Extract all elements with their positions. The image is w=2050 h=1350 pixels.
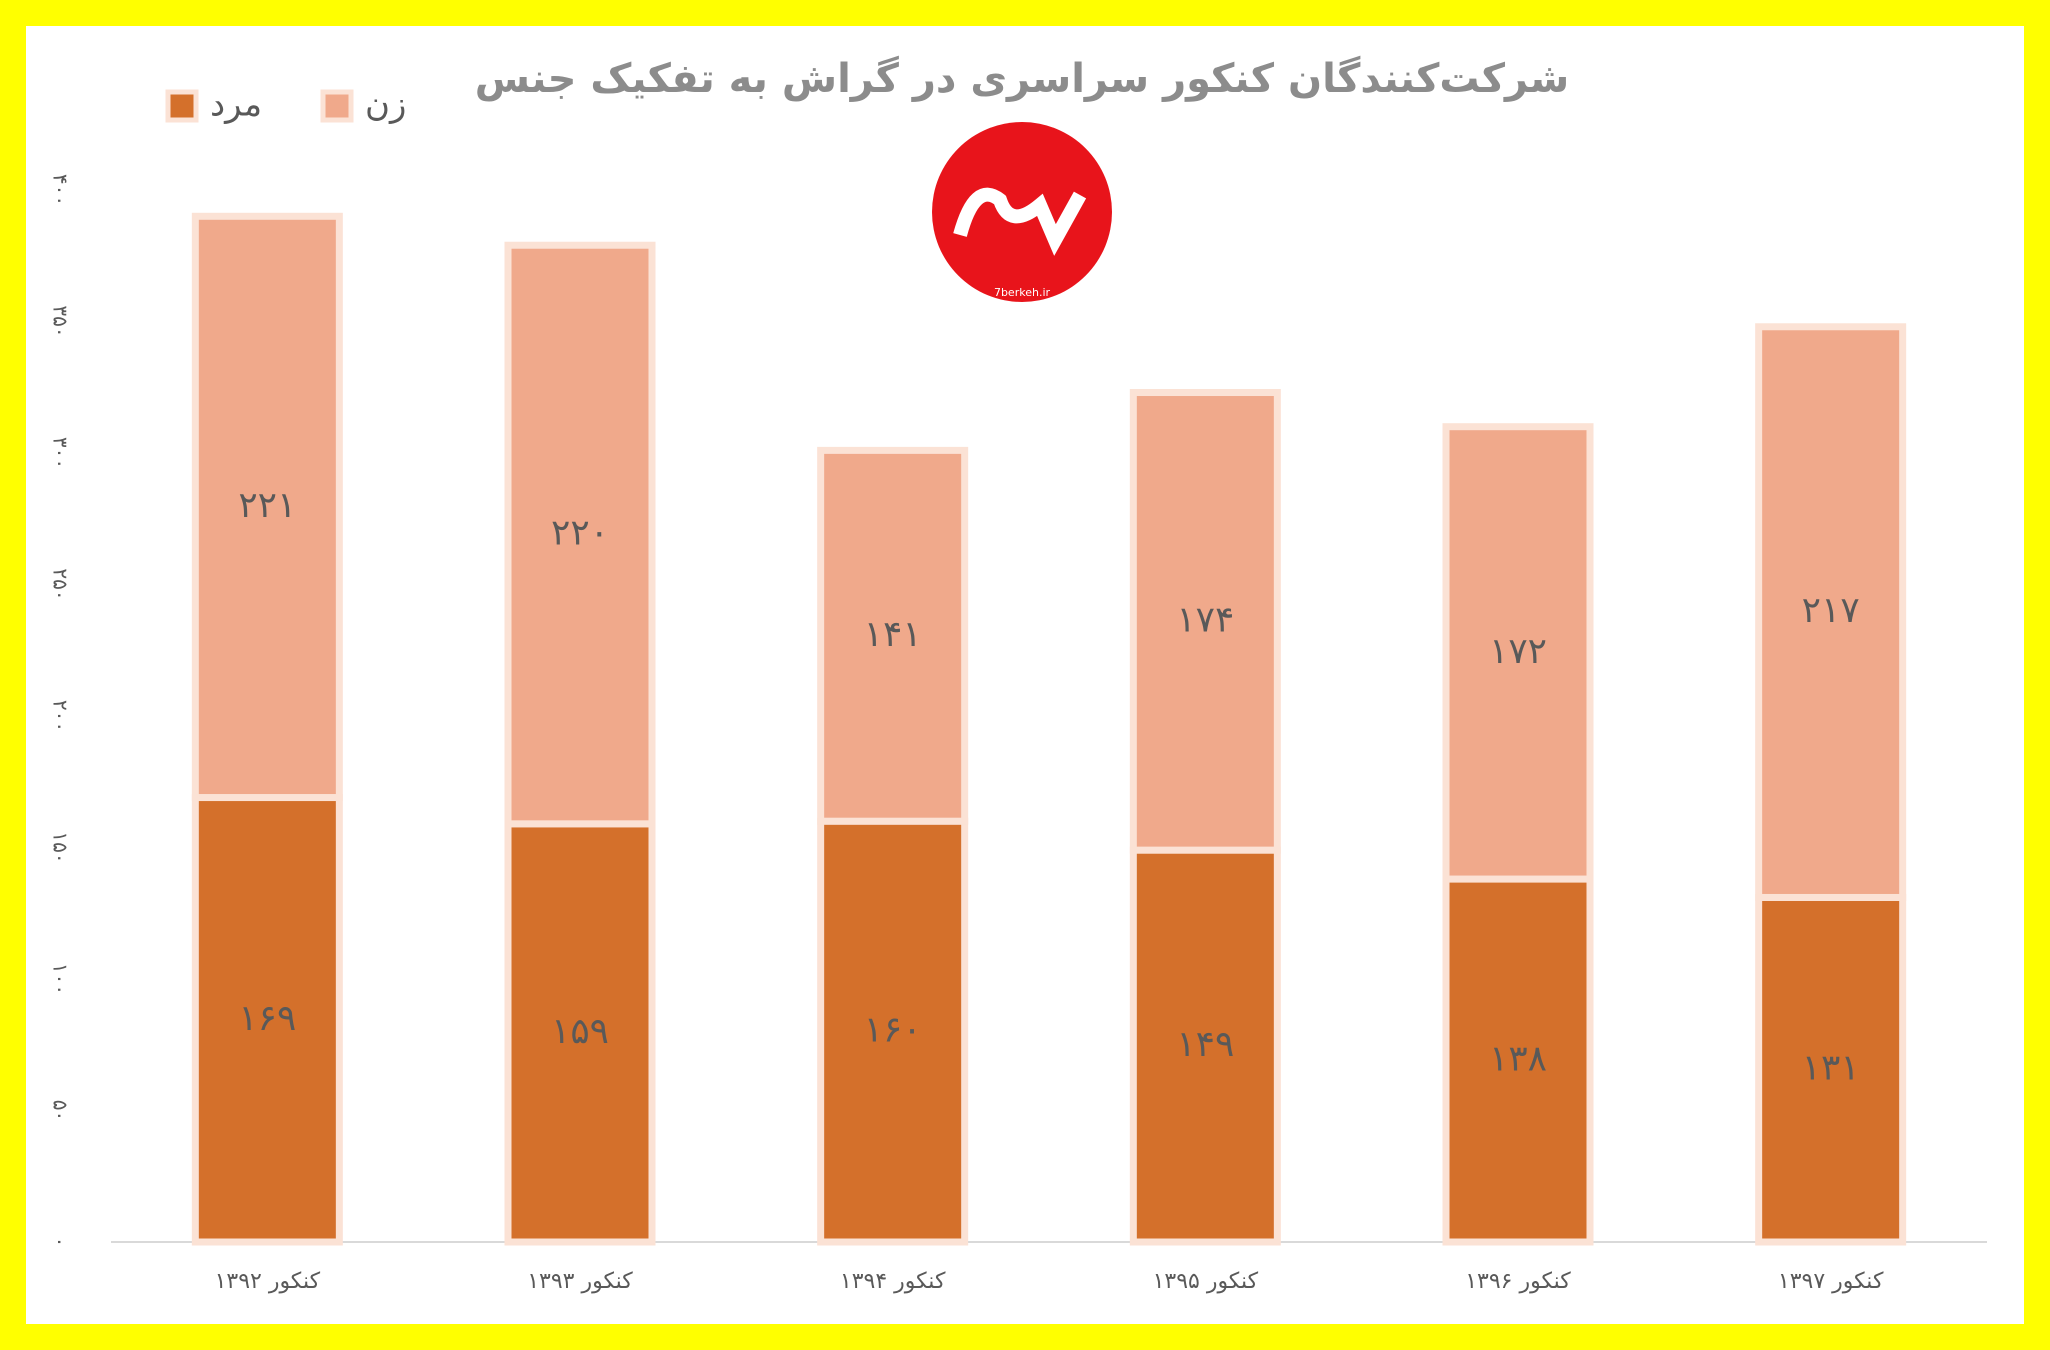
data-label: ۱۶۹	[238, 998, 296, 1039]
bar-segment	[817, 446, 969, 825]
y-tick-label: ۵۰	[49, 1100, 73, 1121]
y-tick-label: ۴۰۰	[49, 174, 73, 206]
bar-segment	[191, 794, 343, 1246]
data-label: ۲۲۱	[238, 485, 296, 526]
y-tick-label: ۲۵۰	[49, 568, 73, 600]
x-tick-label: کنکور ۱۳۹۵	[1153, 1269, 1259, 1294]
x-tick-label: کنکور ۱۳۹۶	[1465, 1269, 1571, 1294]
bar-segment	[1755, 893, 1907, 1246]
legend-swatch	[320, 89, 354, 123]
bar-segment	[1442, 423, 1594, 883]
x-tick-label: کنکور ۱۳۹۴	[840, 1269, 946, 1294]
x-tick-label: کنکور ۱۳۹۲	[215, 1269, 321, 1294]
legend-label: مرد	[210, 85, 262, 125]
y-tick-label: ۳۵۰	[49, 305, 73, 337]
bar-segment	[817, 817, 969, 1246]
y-tick-label: ۰	[49, 1237, 73, 1248]
legend-swatch	[165, 89, 199, 123]
y-tick-label: ۱۵۰	[49, 831, 73, 863]
data-label: ۱۷۴	[1176, 599, 1234, 640]
chart-title: شرکت‌کنندگان کنکور سراسری در گراش به تفک…	[475, 55, 1569, 102]
data-label: ۲۲۰	[551, 513, 609, 554]
y-tick-label: ۲۰۰	[49, 700, 73, 732]
x-tick-label: کنکور ۱۳۹۷	[1778, 1269, 1884, 1294]
logo-shape	[953, 187, 1087, 256]
bar-segment	[191, 212, 343, 802]
logo-text: 7berkeh.ir	[994, 286, 1051, 299]
bar-segment	[1129, 389, 1281, 854]
y-tick-label: ۳۰۰	[49, 437, 73, 469]
data-label: ۱۳۱	[1802, 1048, 1860, 1089]
data-label: ۱۷۲	[1489, 631, 1547, 672]
data-label: ۱۳۸	[1489, 1039, 1547, 1080]
data-label: ۱۶۰	[864, 1010, 922, 1051]
x-tick-label: کنکور ۱۳۹۳	[527, 1269, 633, 1294]
y-tick-label: ۱۰۰	[49, 963, 73, 995]
data-label: ۲۱۷	[1802, 590, 1860, 631]
bar-segment	[1755, 323, 1907, 901]
data-label: ۱۵۹	[551, 1011, 609, 1052]
legend-label: زن	[365, 85, 406, 125]
data-label: ۱۴۱	[864, 614, 922, 655]
bar-segment	[504, 241, 656, 828]
data-label: ۱۴۹	[1176, 1024, 1234, 1065]
bar-segment	[504, 820, 656, 1246]
